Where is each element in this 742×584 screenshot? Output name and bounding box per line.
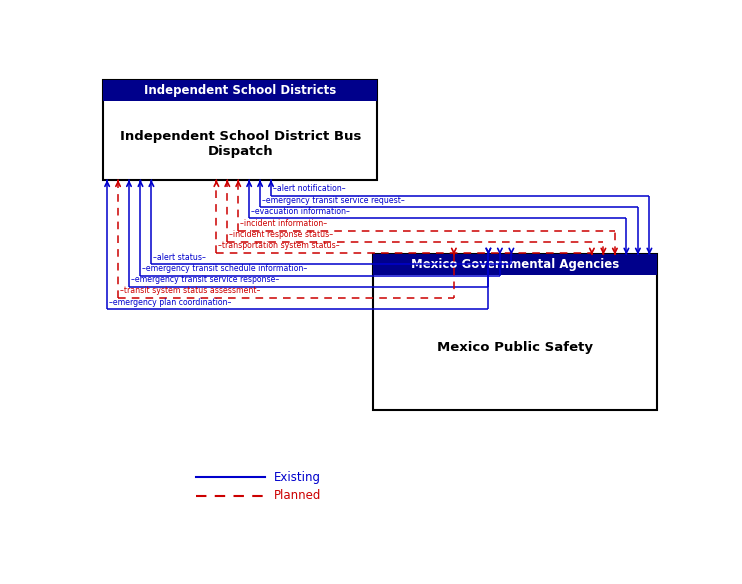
Text: –incident information–: –incident information– — [240, 219, 327, 228]
Text: –transportation system status–: –transportation system status– — [218, 241, 340, 251]
Text: –transit system status assessment–: –transit system status assessment– — [119, 286, 260, 296]
Text: Planned: Planned — [274, 489, 321, 502]
Text: Mexico Governmental Agencies: Mexico Governmental Agencies — [411, 258, 620, 272]
Text: –emergency plan coordination–: –emergency plan coordination– — [109, 298, 232, 307]
Text: Existing: Existing — [274, 471, 321, 484]
Text: –incident response status–: –incident response status– — [229, 230, 333, 239]
Text: –alert status–: –alert status– — [153, 253, 206, 262]
Text: –emergency transit service request–: –emergency transit service request– — [262, 196, 404, 204]
Text: Independent School District Bus
Dispatch: Independent School District Bus Dispatch — [119, 130, 361, 158]
Text: Independent School Districts: Independent School Districts — [144, 84, 336, 97]
Text: Mexico Public Safety: Mexico Public Safety — [438, 341, 594, 354]
Bar — [373, 255, 657, 275]
Text: –emergency transit schedule information–: –emergency transit schedule information– — [142, 264, 307, 273]
Bar — [103, 80, 378, 100]
Bar — [373, 255, 657, 409]
Text: –alert notification–: –alert notification– — [273, 185, 345, 193]
Text: –emergency transit service response–: –emergency transit service response– — [131, 275, 279, 284]
Text: –evacuation information–: –evacuation information– — [251, 207, 349, 215]
Bar — [103, 80, 378, 180]
